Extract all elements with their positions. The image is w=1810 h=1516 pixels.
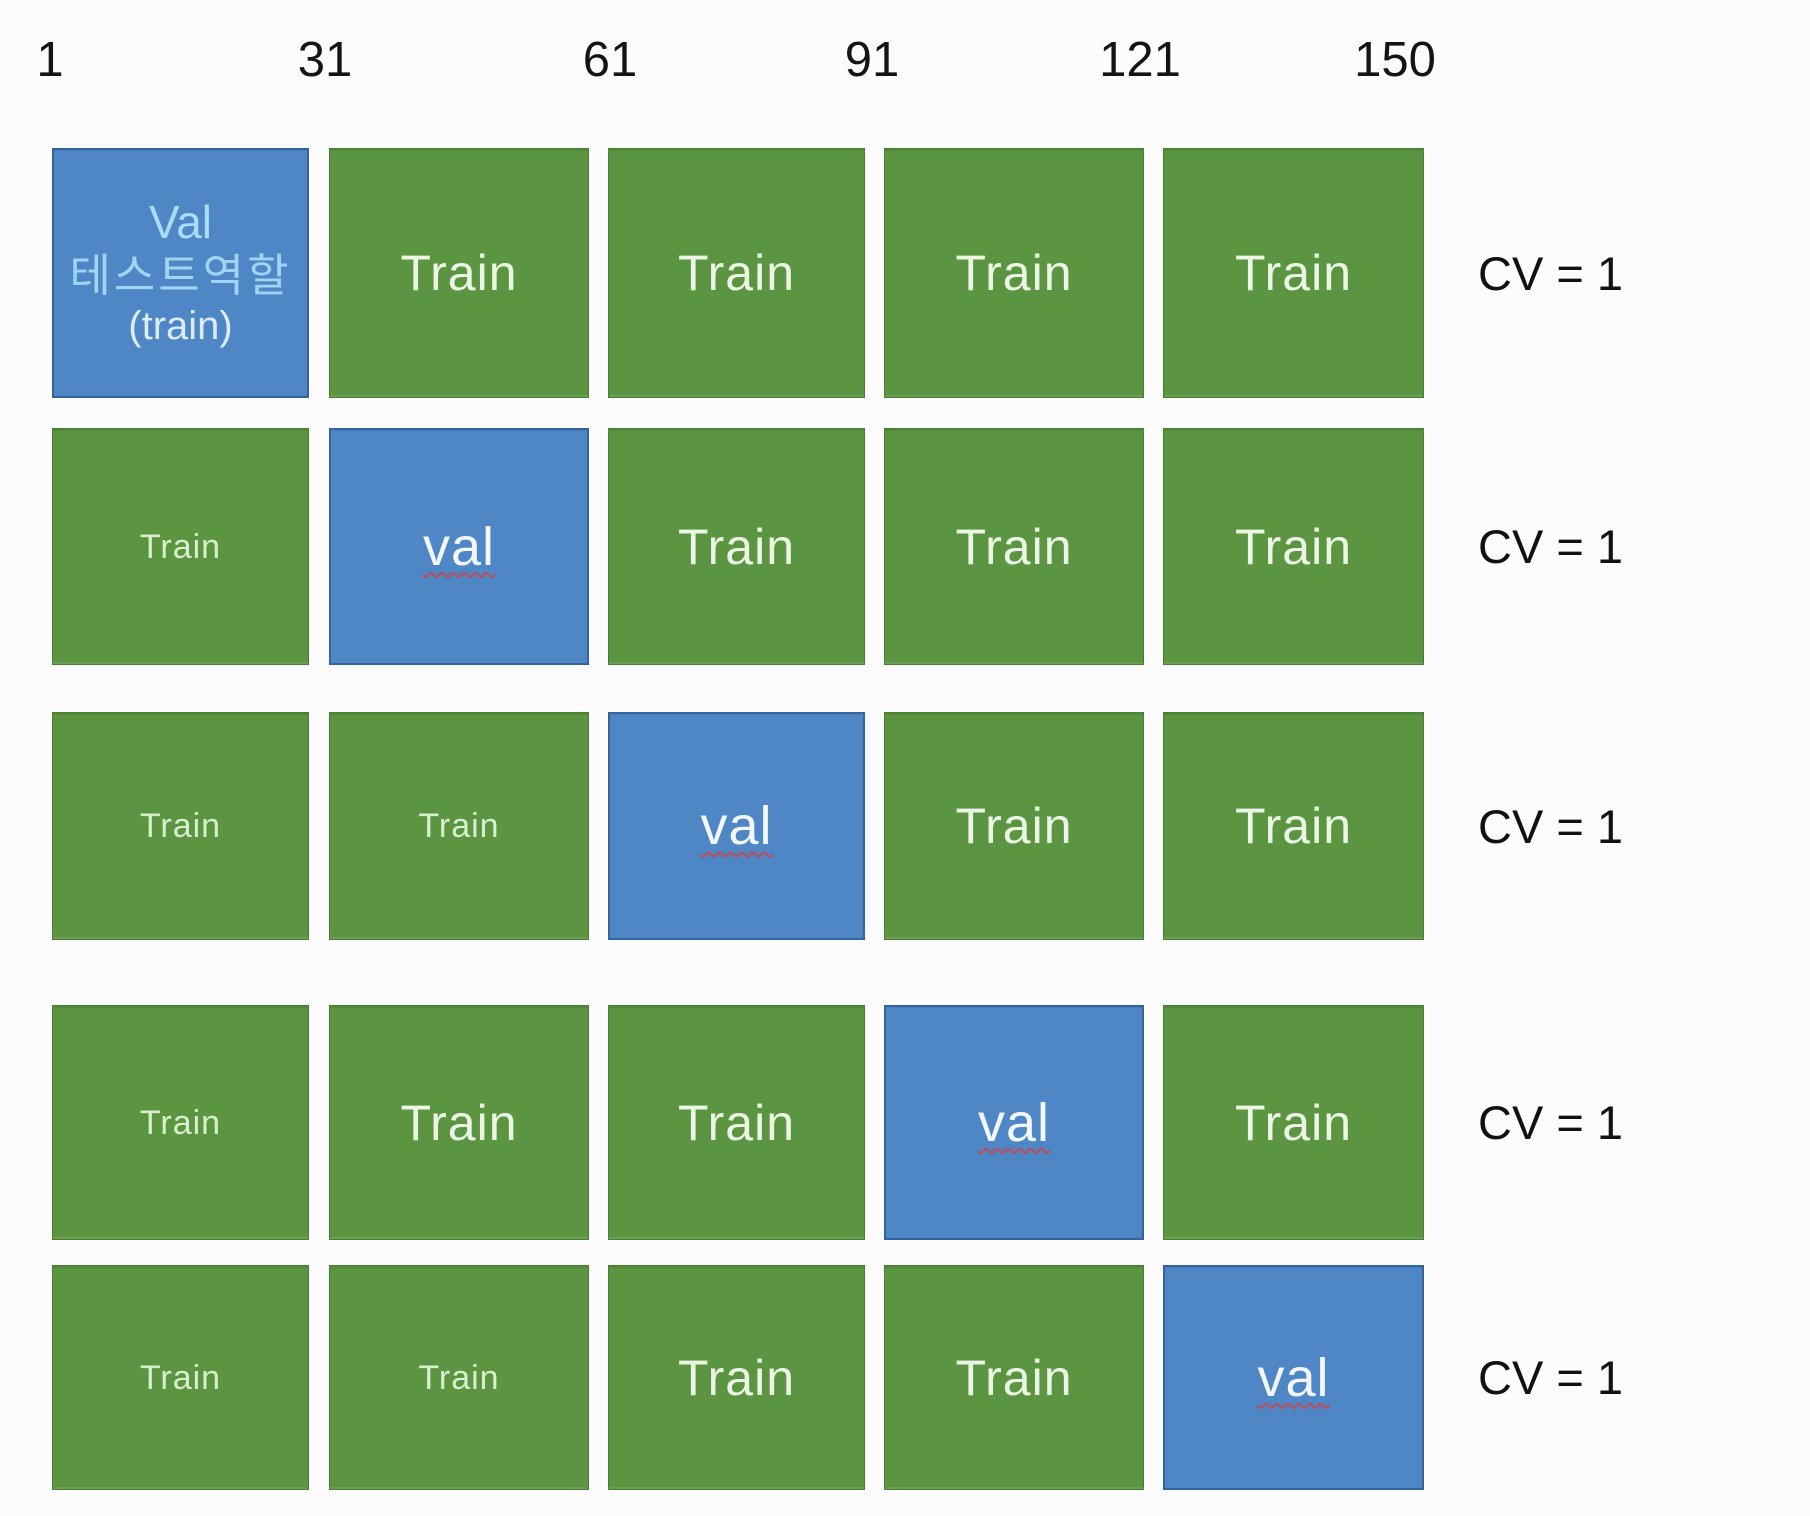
- train-label: Train: [139, 1358, 222, 1397]
- axis-label: 121: [1099, 33, 1181, 87]
- train-label: Train: [139, 807, 222, 845]
- train-label: Train: [139, 527, 222, 566]
- train-label: Train: [400, 245, 518, 301]
- cv-label: CV = 1: [1478, 1351, 1623, 1404]
- train-label: Train: [955, 518, 1073, 575]
- train-label: Train: [677, 518, 796, 575]
- fold-cell-train: Train: [52, 712, 309, 940]
- fold-cell-train: Train: [608, 1265, 865, 1490]
- fold-row: Train Train Train Train val CV = 1: [0, 1265, 1810, 1490]
- val-cell-line: Val: [148, 195, 213, 248]
- axis-label: 61: [582, 33, 638, 87]
- fold-cell-val: val: [884, 1005, 1144, 1240]
- fold-cell-train: Train: [1163, 712, 1424, 940]
- axis-label: 1: [36, 33, 64, 87]
- fold-row: Train Train Train val Train CV = 1: [0, 1005, 1810, 1240]
- cv-label: CV = 1: [1478, 246, 1623, 300]
- val-label: val: [422, 516, 496, 577]
- fold-cell-val: val: [329, 428, 589, 665]
- train-label: Train: [677, 1094, 796, 1151]
- train-label: Train: [955, 245, 1073, 301]
- fold-cell-train: Train: [329, 1005, 589, 1240]
- fold-cell-train: Train: [52, 1265, 309, 1490]
- fold-cell-train: Train: [608, 148, 865, 398]
- fold-cell-train: Train: [1163, 428, 1424, 665]
- axis-label: 91: [844, 33, 900, 87]
- fold-cell-train: Train: [608, 1005, 865, 1240]
- val-label: val: [977, 1092, 1051, 1153]
- train-label: Train: [418, 807, 500, 845]
- train-label: Train: [955, 1349, 1073, 1406]
- fold-row: Train val Train Train Train CV = 1: [0, 428, 1810, 665]
- train-label: Train: [1234, 798, 1353, 854]
- cv-label: CV = 1: [1478, 1096, 1623, 1149]
- fold-cell-train: Train: [329, 148, 589, 398]
- fold-cell-train: Train: [884, 1265, 1144, 1490]
- fold-cell-train: Train: [884, 712, 1144, 940]
- fold-cell-val: val: [1163, 1265, 1424, 1490]
- train-label: Train: [1234, 1094, 1353, 1151]
- fold-row: Train Train val Train Train CV = 1: [0, 712, 1810, 940]
- axis-label: 150: [1354, 33, 1436, 87]
- fold-cell-train: Train: [608, 428, 865, 665]
- val-label: val: [700, 796, 773, 856]
- cv-label: CV = 1: [1478, 799, 1623, 853]
- axis-label: 31: [297, 33, 353, 87]
- train-label: Train: [418, 1358, 500, 1397]
- fold-cell-train: Train: [52, 1005, 309, 1240]
- fold-cell-train: Train: [884, 148, 1144, 398]
- fold-cell-train: Train: [884, 428, 1144, 665]
- val-cell-line: 테스트역할: [69, 250, 292, 302]
- fold-cell-val: val: [608, 712, 865, 940]
- fold-cell-train: Train: [1163, 1005, 1424, 1240]
- val-label: val: [1257, 1347, 1330, 1408]
- fold-cell-train: Train: [1163, 148, 1424, 398]
- fold-cell-train: Train: [329, 712, 589, 940]
- fold-cell-train: Train: [329, 1265, 589, 1490]
- val-cell-line: (train): [128, 304, 233, 349]
- train-label: Train: [400, 1094, 518, 1151]
- train-label: Train: [1234, 245, 1353, 301]
- train-label: Train: [677, 245, 796, 301]
- fold-row: Val 테스트역할 (train) Train Train Train Train CV = …: [0, 148, 1810, 398]
- train-label: Train: [1234, 518, 1353, 575]
- cv-label: CV = 1: [1478, 520, 1623, 573]
- train-label: Train: [139, 1103, 222, 1142]
- fold-cell-val-test: Val 테스트역할 (train): [52, 148, 309, 398]
- train-label: Train: [955, 798, 1073, 854]
- train-label: Train: [677, 1349, 796, 1406]
- fold-cell-train: Train: [52, 428, 309, 665]
